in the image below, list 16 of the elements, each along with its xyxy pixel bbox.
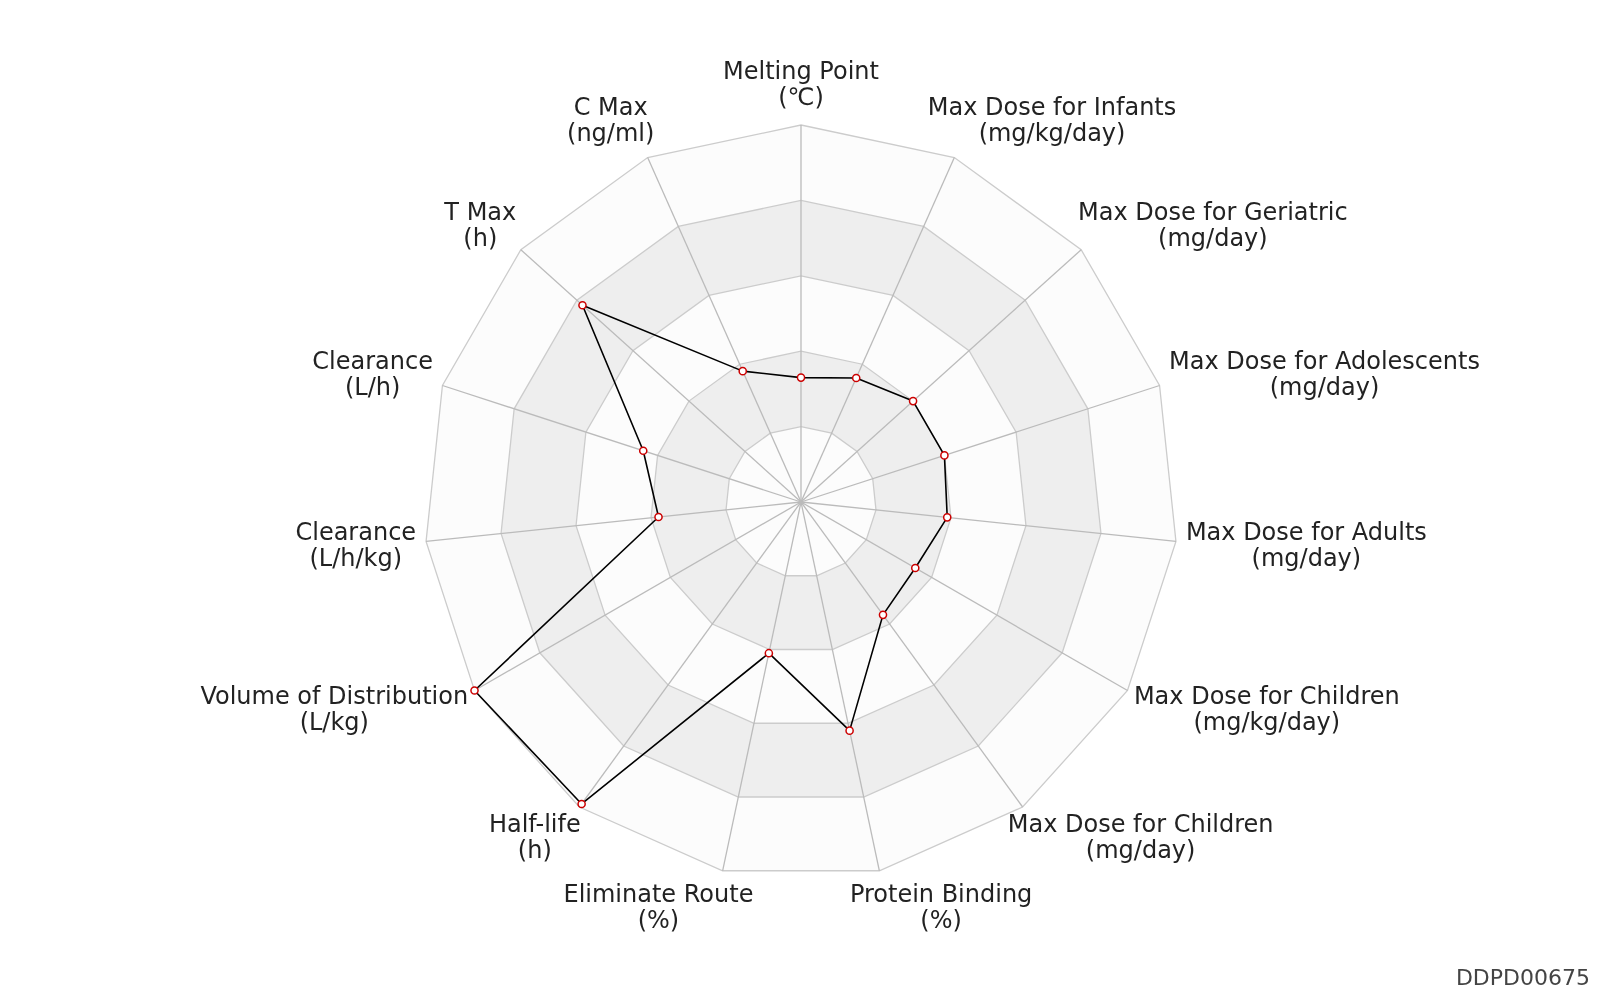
spoke-label: Eliminate Route (%): [563, 879, 754, 934]
spoke-label: Max Dose for Adolescents (mg/day): [1169, 347, 1480, 402]
spoke-label: Volume of Distribution (L/kg): [200, 682, 469, 736]
spoke-label: Protein Binding (%): [849, 879, 1033, 934]
spoke-label: Melting Point (℃): [723, 57, 879, 111]
spoke-label: C Max (ng/ml): [567, 92, 655, 147]
spoke-label: Clearance (L/h/kg): [295, 518, 417, 573]
spoke-label: Max Dose for Geriatric (mg/day): [1078, 197, 1348, 252]
spoke-label: Max Dose for Children (mg/day): [1007, 809, 1274, 864]
spoke-label: Half-life (h): [488, 809, 581, 864]
spoke-label: Clearance (L/h): [312, 347, 433, 402]
spoke-label: Max Dose for Children (mg/kg/day): [1133, 682, 1400, 736]
spoke-label: Max Dose for Adults (mg/day): [1185, 518, 1427, 573]
spoke-label: Max Dose for Infants (mg/kg/day): [927, 92, 1177, 147]
spoke-label: T Max (h): [443, 197, 517, 252]
text: DDPD00675: [1455, 965, 1590, 990]
